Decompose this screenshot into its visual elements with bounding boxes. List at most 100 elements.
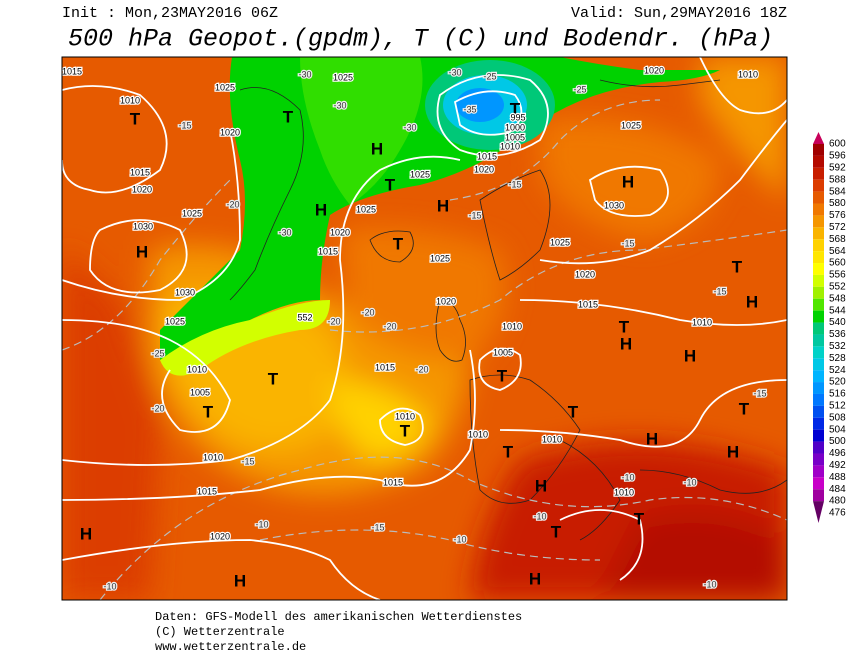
pressure-center: H (136, 242, 148, 261)
pressure-center: T (619, 317, 630, 336)
valid-time: Valid: Sun,29MAY2016 18Z (571, 5, 787, 22)
temperature-label: -15 (178, 120, 191, 130)
colorbar-label: 532 (829, 341, 846, 352)
temperature-label: -10 (103, 581, 116, 591)
isobar-label: 1010 (395, 411, 415, 421)
colorbar-label: 516 (829, 389, 846, 400)
colorbar-label: 528 (829, 353, 846, 364)
temperature-label: -15 (713, 286, 726, 296)
isobar-label: 1010 (738, 69, 758, 79)
pressure-center: T (568, 402, 579, 421)
pressure-center: T (732, 257, 743, 276)
colorbar-cell (813, 179, 824, 192)
isobar-label: 1015 (197, 486, 217, 496)
colorbar-cell (813, 322, 824, 335)
pressure-center: T (551, 522, 562, 541)
isobar-label: 1010 (542, 434, 562, 444)
colorbar-cell (813, 263, 824, 275)
colorbar-cell (813, 155, 824, 168)
pressure-center: T (268, 369, 279, 388)
footer-copyright: (C) Wetterzentrale (155, 625, 285, 639)
pressure-center: T (393, 234, 404, 253)
temperature-label: -15 (753, 388, 766, 398)
pressure-center: H (646, 429, 658, 448)
pressure-center: H (371, 139, 383, 158)
colorbar-cell (813, 346, 824, 359)
colorbar-cell (813, 144, 824, 156)
pressure-center: T (203, 402, 214, 421)
pressure-center: H (80, 524, 92, 543)
pressure-center: T (739, 399, 750, 418)
temperature-label: -25 (151, 348, 164, 358)
pressure-center: H (727, 442, 739, 461)
colorbar-cell (813, 191, 824, 204)
pressure-center: H (620, 334, 632, 353)
isobar-label: 1020 (575, 269, 595, 279)
colorbar-cell (813, 167, 824, 180)
isobar-label: 1020 (210, 531, 230, 541)
pressure-center: T (385, 175, 396, 194)
colorbar-label: 480 (829, 496, 846, 507)
isobar-label: 1020 (474, 164, 494, 174)
temperature-label: -20 (226, 199, 239, 209)
colorbar-cell (813, 274, 824, 287)
colorbar-cell (813, 393, 824, 406)
colorbar-label: 580 (829, 198, 846, 209)
colorbar: 6005965925885845805765725685645605565525… (813, 132, 846, 523)
isobar-label: 995 (510, 112, 525, 122)
colorbar-arrow-top (813, 132, 824, 144)
temperature-label: -15 (508, 179, 521, 189)
pressure-center: H (746, 292, 758, 311)
colorbar-label: 476 (829, 508, 846, 519)
temperature-label: -20 (327, 316, 340, 326)
colorbar-label: 504 (829, 424, 846, 435)
temperature-label: -20 (151, 403, 164, 413)
map-title: 500 hPa Geopot.(gpdm), T (C) und Bodendr… (68, 25, 773, 54)
temperature-isolines (62, 99, 787, 600)
temperature-label: -15 (241, 456, 254, 466)
colorbar-label: 588 (829, 174, 846, 185)
colorbar-label: 544 (829, 305, 846, 316)
isobar-label: 1025 (215, 82, 235, 92)
colorbar-cell (813, 203, 824, 216)
isobar-label: 1025 (165, 316, 185, 326)
colorbar-label: 552 (829, 281, 846, 292)
colorbar-cell (813, 382, 824, 394)
temperature-label: -15 (468, 210, 481, 220)
isobar-label: 1025 (550, 237, 570, 247)
pressure-center: T (283, 107, 294, 126)
yellow-green (160, 300, 330, 376)
isobar-label: 1025 (430, 253, 450, 263)
colorbar-label: 500 (829, 436, 846, 447)
colorbar-cell (813, 298, 824, 311)
isobar-label: 1020 (330, 227, 350, 237)
isobar-label: 552 (297, 312, 312, 322)
colorbar-cell (813, 358, 824, 371)
colorbar-cell (813, 441, 824, 454)
colorbar-cell (813, 477, 824, 490)
colorbar-label: 492 (829, 460, 846, 471)
pressure-center: T (130, 109, 141, 128)
pressure-center: T (400, 421, 411, 440)
colorbar-cell (813, 489, 824, 502)
temperature-label: -10 (621, 472, 634, 482)
map-frame (61, 56, 788, 601)
colorbar-cell (813, 334, 824, 347)
temperature-label: -30 (403, 122, 416, 132)
colorbar-label: 536 (829, 329, 846, 340)
coastlines (229, 79, 787, 541)
colorbar-label: 568 (829, 234, 846, 245)
pressure-center: T (503, 442, 514, 461)
isobar-label: 1010 (502, 321, 522, 331)
temperature-label: -15 (371, 522, 384, 532)
temperature-label: -15 (621, 238, 634, 248)
isobar-label: 1010 (614, 487, 634, 497)
temperature-label: -10 (703, 579, 716, 589)
isobar-label: 1015 (383, 477, 403, 487)
colorbar-label: 496 (829, 448, 846, 459)
isobar-label: 1020 (220, 127, 240, 137)
isobar-label: 1030 (604, 200, 624, 210)
pressure-center: H (535, 476, 547, 495)
